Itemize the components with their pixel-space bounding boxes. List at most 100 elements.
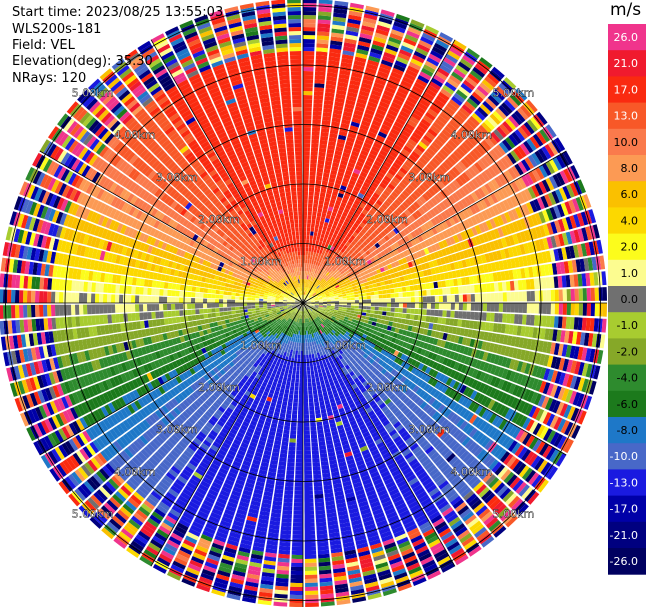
velocity-gate	[327, 288, 333, 292]
velocity-gate	[332, 158, 341, 164]
velocity-gate	[377, 171, 385, 179]
velocity-gate	[305, 271, 308, 276]
velocity-gate	[401, 163, 411, 172]
velocity-gate	[351, 150, 360, 157]
velocity-gate	[343, 283, 348, 287]
velocity-gate	[293, 394, 299, 399]
velocity-gate	[349, 6, 364, 13]
velocity-gate	[477, 212, 486, 222]
velocity-gate	[482, 312, 487, 321]
velocity-gate	[303, 58, 314, 64]
velocity-gate	[280, 533, 291, 539]
velocity-gate	[304, 295, 307, 300]
velocity-gate	[319, 220, 325, 226]
velocity-gate	[313, 288, 317, 292]
velocity-gate	[306, 299, 311, 302]
velocity-gate	[379, 149, 388, 157]
velocity-gate	[547, 192, 557, 206]
velocity-gate	[317, 27, 330, 33]
velocity-gate	[456, 233, 464, 242]
velocity-gate	[303, 287, 305, 292]
velocity-gate	[395, 13, 410, 23]
velocity-gate	[433, 98, 445, 108]
velocity-gate	[338, 77, 349, 84]
velocity-gate	[364, 256, 370, 262]
velocity-gate	[314, 288, 318, 293]
velocity-gate	[319, 192, 326, 198]
velocity-gate	[380, 213, 388, 221]
velocity-gate	[304, 498, 314, 503]
velocity-gate	[304, 446, 311, 451]
velocity-gate	[350, 300, 355, 303]
velocity-gate	[303, 123, 312, 128]
velocity-gate	[410, 19, 425, 28]
velocity-gate	[498, 292, 503, 302]
velocity-gate	[353, 168, 361, 175]
velocity-gate	[332, 233, 337, 239]
velocity-gate	[511, 131, 522, 144]
velocity-gate	[380, 97, 391, 105]
velocity-gate	[330, 36, 343, 42]
velocity-gate	[367, 101, 378, 109]
velocity-gate	[306, 263, 309, 268]
velocity-gate	[321, 124, 330, 129]
velocity-gate	[332, 273, 337, 278]
velocity-gate	[304, 454, 312, 459]
velocity-gate	[332, 113, 342, 119]
velocity-gate	[385, 218, 392, 225]
velocity-gate	[452, 215, 460, 224]
velocity-gate	[378, 294, 383, 299]
velocity-gate	[316, 39, 329, 45]
velocity-gate	[304, 534, 316, 539]
velocity-gate	[455, 130, 466, 141]
velocity-gate	[307, 370, 311, 375]
velocity-gate	[303, 166, 310, 172]
velocity-gate	[452, 244, 459, 253]
velocity-gate	[316, 248, 320, 254]
velocity-gate	[502, 303, 508, 313]
velocity-gate	[461, 172, 471, 182]
velocity-gate	[430, 303, 436, 309]
velocity-gate	[420, 36, 434, 46]
velocity-gate	[550, 303, 555, 315]
velocity-gate	[304, 566, 317, 571]
velocity-gate	[518, 303, 524, 313]
velocity-gate	[368, 317, 374, 322]
velocity-gate	[333, 12, 347, 19]
velocity-gate	[556, 204, 565, 218]
velocity-gate	[284, 486, 294, 491]
velocity-gate	[312, 119, 321, 124]
velocity-gate	[341, 224, 347, 230]
velocity-gate	[360, 272, 365, 277]
velocity-gate	[362, 246, 368, 253]
velocity-gate	[481, 210, 489, 221]
velocity-gate	[325, 214, 331, 220]
velocity-gate	[304, 470, 312, 475]
velocity-gate	[361, 312, 367, 316]
velocity-gate	[319, 139, 328, 145]
velocity-gate	[502, 313, 507, 323]
velocity-gate	[344, 34, 358, 41]
velocity-gate	[307, 288, 310, 292]
velocity-gate	[295, 350, 298, 355]
velocity-gate	[313, 278, 317, 283]
velocity-gate	[303, 235, 307, 240]
velocity-gate	[411, 131, 422, 141]
velocity-gate	[514, 110, 526, 123]
velocity-gate	[341, 156, 349, 162]
velocity-gate	[388, 131, 398, 140]
velocity-gate	[377, 286, 382, 291]
velocity-gate	[510, 181, 520, 193]
velocity-gate	[405, 255, 411, 263]
velocity-gate	[352, 231, 358, 238]
velocity-gate	[394, 293, 399, 298]
velocity-gate	[322, 255, 327, 261]
velocity-gate	[324, 92, 335, 98]
velocity-gate	[292, 366, 297, 371]
velocity-gate	[348, 210, 355, 216]
velocity-gate	[308, 350, 312, 355]
velocity-gate	[427, 175, 436, 185]
velocity-gate	[303, 119, 312, 124]
velocity-gate	[290, 426, 297, 431]
velocity-gate	[389, 75, 401, 83]
